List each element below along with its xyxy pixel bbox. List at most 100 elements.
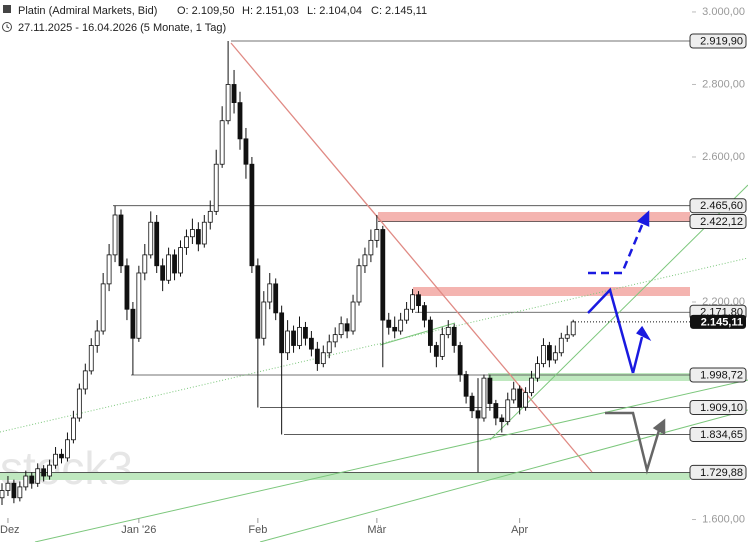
ohlc-label: L: 2.104,04 (307, 5, 362, 17)
candle-body (445, 326, 451, 336)
y-tick-label: 2.600,00 (702, 151, 745, 163)
candle-body (469, 395, 475, 412)
candle-body (499, 417, 505, 423)
x-tick-label: Dez (0, 524, 20, 536)
candle-body (517, 388, 523, 408)
x-tick-label: Mär (367, 524, 386, 536)
level-label: 1.729,88 (700, 467, 743, 479)
candle-body (356, 265, 362, 303)
candle-body (29, 475, 35, 484)
arrow-head (636, 325, 652, 342)
x-tick-label: Feb (248, 524, 267, 536)
candle-body (386, 319, 392, 328)
candle-body (380, 229, 386, 321)
arrow (588, 217, 647, 275)
candle-body (255, 265, 261, 339)
candle-body (53, 453, 58, 466)
candle-body (303, 326, 308, 339)
candle-body (463, 374, 469, 397)
level-label-box (689, 399, 747, 415)
x-tick-label: Jan '26 (121, 524, 156, 536)
title: Platin (Admiral Markets, Bid) (18, 5, 157, 17)
level-label-box (689, 367, 747, 383)
candle-body (148, 221, 154, 256)
x-tick-label: Apr (511, 524, 528, 536)
candle-body (5, 482, 11, 491)
candle-body (493, 403, 499, 419)
candle-body (285, 330, 291, 354)
candle-body (451, 326, 457, 346)
candle-body (130, 308, 136, 339)
candle-body (237, 102, 243, 140)
candle-body (231, 84, 237, 103)
level-label: 1.909,10 (700, 402, 743, 414)
candle-body (297, 326, 302, 346)
candle-body (189, 229, 195, 238)
candle-body (249, 163, 255, 267)
candle-body (136, 272, 142, 339)
candle-body (41, 468, 47, 477)
candle-body (547, 345, 552, 361)
candle-body (47, 464, 52, 477)
support-zone (488, 373, 690, 381)
level-label-box (689, 213, 747, 229)
candle-body (529, 377, 534, 394)
candle-body (392, 326, 398, 332)
projection-arrows (587, 210, 666, 475)
candle-body (433, 345, 439, 357)
candle-body (404, 308, 410, 321)
candle-body (11, 482, 17, 499)
candle-body (35, 468, 41, 484)
candle-body (511, 388, 517, 401)
clock-icon (2, 22, 12, 32)
candle-body (564, 334, 570, 339)
candle-body (261, 301, 267, 339)
ohlc-label: O: 2.109,50 (177, 5, 235, 17)
candle-body (439, 334, 445, 357)
resistance-zone (378, 212, 690, 222)
candle-body (457, 345, 463, 375)
arrow (605, 411, 662, 475)
ohlc-label: C: 2.145,11 (371, 5, 427, 17)
arrow-head (652, 418, 666, 436)
candle-body (225, 84, 231, 122)
trend-line (0, 257, 748, 433)
candle-body (410, 294, 415, 310)
candle-body (344, 323, 350, 332)
candle-body (505, 399, 511, 423)
candle-body (23, 475, 29, 488)
candle-body (541, 345, 546, 365)
arrow (587, 287, 635, 374)
candle-body (326, 341, 332, 354)
ohlc-label: H: 2.151,03 (242, 5, 299, 17)
level-label: 1.998,72 (700, 369, 743, 381)
candle-body (338, 323, 344, 336)
candle-body (523, 392, 528, 408)
candle-body (481, 377, 487, 419)
candle-body (82, 370, 88, 390)
level-label: 2.465,60 (700, 200, 743, 212)
arrow-head (636, 210, 650, 227)
candle-body (273, 283, 279, 314)
candle-body (570, 321, 576, 336)
trend-line (259, 409, 748, 542)
candle-body (213, 163, 219, 212)
candle-body (71, 417, 76, 441)
candle-body (558, 337, 564, 354)
trend-line (379, 322, 456, 346)
level-label: 1.834,65 (700, 429, 743, 441)
level-label-box (689, 198, 747, 214)
candle-body (124, 265, 130, 310)
candle-body (368, 239, 374, 256)
candle-body (291, 330, 296, 346)
candle-body (427, 319, 433, 346)
candle-body (320, 352, 326, 365)
candle-body (475, 410, 481, 419)
candle-body (160, 265, 166, 281)
level-label: 2.919,90 (700, 35, 743, 47)
period: 27.11.2025 - 16.04.2026 (5 Monate, 1 Tag… (18, 22, 226, 34)
level-label: 2.422,12 (700, 216, 743, 228)
trend-line (34, 379, 748, 542)
candle-body (94, 330, 100, 346)
